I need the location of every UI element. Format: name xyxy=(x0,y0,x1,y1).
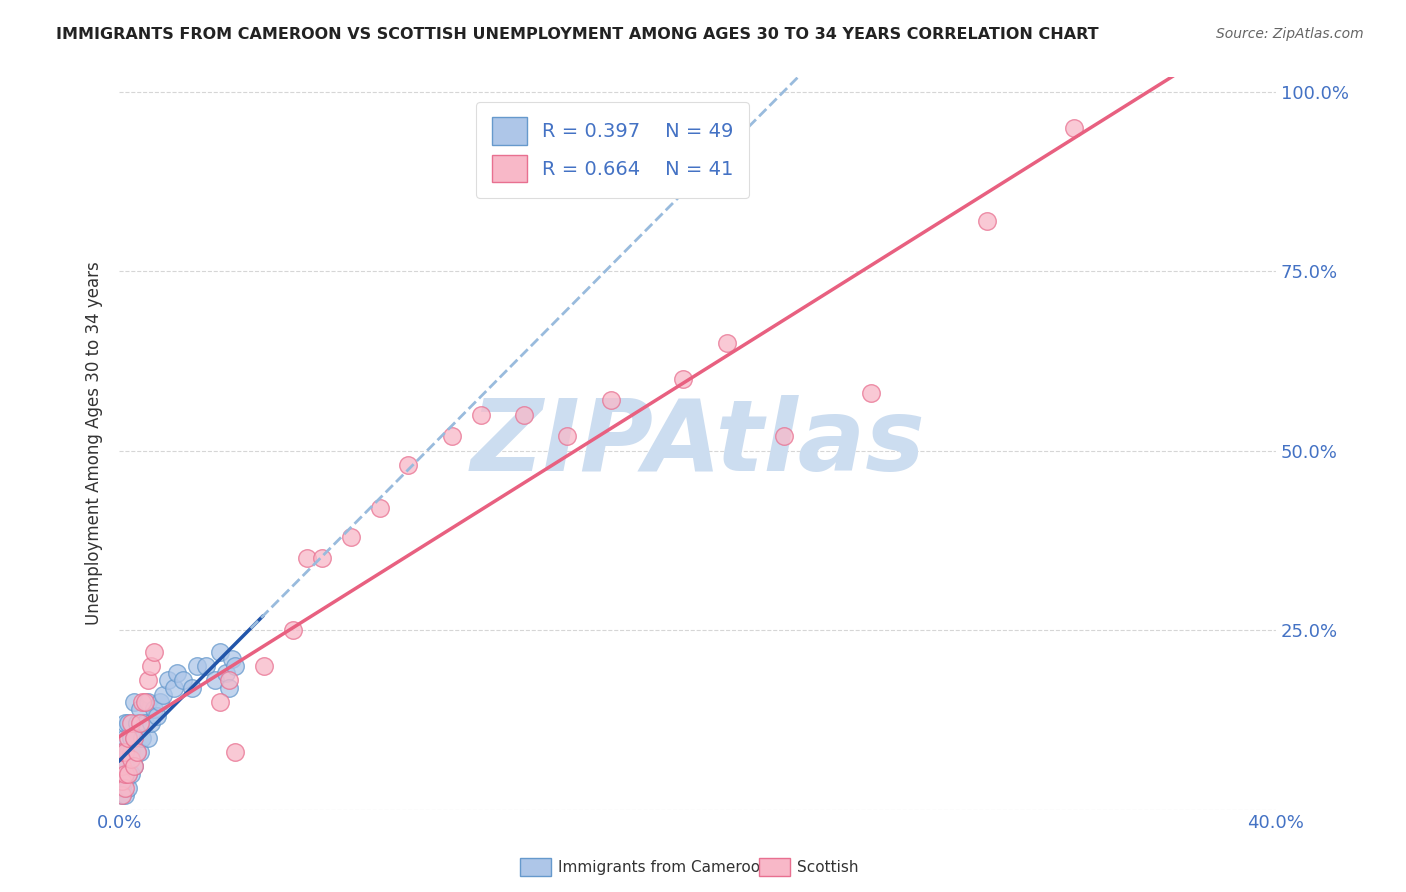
Point xyxy=(120,745,142,759)
Point xyxy=(122,759,145,773)
Point xyxy=(117,780,139,795)
Point xyxy=(143,702,166,716)
Point xyxy=(114,788,136,802)
Point xyxy=(114,716,136,731)
Point xyxy=(398,458,420,472)
Point xyxy=(125,745,148,759)
Point xyxy=(253,659,276,673)
Point xyxy=(599,393,621,408)
Point xyxy=(122,759,145,773)
Point xyxy=(186,659,208,673)
Point xyxy=(111,752,134,766)
Point xyxy=(120,731,142,745)
Point xyxy=(117,766,139,780)
Point xyxy=(180,681,202,695)
Point xyxy=(143,645,166,659)
Text: Source: ZipAtlas.com: Source: ZipAtlas.com xyxy=(1216,27,1364,41)
Point xyxy=(139,659,162,673)
Point xyxy=(281,623,304,637)
Point xyxy=(1063,120,1085,135)
Text: Immigrants from Cameroon: Immigrants from Cameroon xyxy=(558,860,770,874)
Point xyxy=(146,709,169,723)
Point xyxy=(117,731,139,745)
Legend: R = 0.397    N = 49, R = 0.664    N = 41: R = 0.397 N = 49, R = 0.664 N = 41 xyxy=(477,102,749,198)
Point xyxy=(773,429,796,443)
Point xyxy=(368,501,391,516)
Point xyxy=(122,731,145,745)
Point xyxy=(111,759,134,773)
Point xyxy=(339,530,361,544)
Y-axis label: Unemployment Among Ages 30 to 34 years: Unemployment Among Ages 30 to 34 years xyxy=(86,261,103,625)
Point xyxy=(218,673,240,688)
Point xyxy=(152,688,174,702)
Point xyxy=(131,731,153,745)
Point xyxy=(128,745,150,759)
Point xyxy=(136,695,159,709)
Point xyxy=(976,214,998,228)
Text: Scottish: Scottish xyxy=(797,860,859,874)
Point xyxy=(117,745,139,759)
Point xyxy=(224,745,246,759)
Point xyxy=(134,695,156,709)
Point xyxy=(111,773,134,788)
Point xyxy=(311,551,333,566)
Point xyxy=(136,673,159,688)
Point xyxy=(114,731,136,745)
Point xyxy=(157,673,180,688)
Point xyxy=(111,780,134,795)
Point xyxy=(114,780,136,795)
Point xyxy=(672,372,695,386)
Point xyxy=(111,788,134,802)
Point xyxy=(131,695,153,709)
Point xyxy=(195,659,218,673)
Point xyxy=(209,645,232,659)
Point xyxy=(139,716,162,731)
Point xyxy=(215,666,238,681)
Text: ZIPAtlas: ZIPAtlas xyxy=(470,395,925,492)
Point xyxy=(125,716,148,731)
Point xyxy=(111,759,134,773)
Point xyxy=(163,681,186,695)
Point xyxy=(122,695,145,709)
Point xyxy=(114,766,136,780)
Point xyxy=(114,745,136,759)
Point xyxy=(221,652,243,666)
Point xyxy=(114,759,136,773)
Point xyxy=(120,766,142,780)
Point xyxy=(716,336,738,351)
Point xyxy=(513,408,536,422)
Point xyxy=(125,745,148,759)
Point xyxy=(114,745,136,759)
Text: IMMIGRANTS FROM CAMEROON VS SCOTTISH UNEMPLOYMENT AMONG AGES 30 TO 34 YEARS CORR: IMMIGRANTS FROM CAMEROON VS SCOTTISH UNE… xyxy=(56,27,1099,42)
Point xyxy=(218,681,240,695)
Point xyxy=(128,702,150,716)
Point xyxy=(136,731,159,745)
Point xyxy=(111,766,134,780)
Point xyxy=(166,666,188,681)
Point xyxy=(122,731,145,745)
Point xyxy=(111,788,134,802)
Point xyxy=(134,716,156,731)
Point xyxy=(120,716,142,731)
Point xyxy=(111,773,134,788)
Point xyxy=(117,766,139,780)
Point xyxy=(114,773,136,788)
Point xyxy=(111,745,134,759)
Point xyxy=(117,716,139,731)
Point xyxy=(149,695,172,709)
Point xyxy=(209,695,232,709)
Point xyxy=(440,429,463,443)
Point xyxy=(470,408,492,422)
Point xyxy=(204,673,226,688)
Point xyxy=(224,659,246,673)
Point xyxy=(172,673,194,688)
Point xyxy=(120,752,142,766)
Point xyxy=(128,716,150,731)
Point xyxy=(860,386,883,401)
Point xyxy=(111,745,134,759)
Point xyxy=(297,551,319,566)
Point xyxy=(557,429,579,443)
